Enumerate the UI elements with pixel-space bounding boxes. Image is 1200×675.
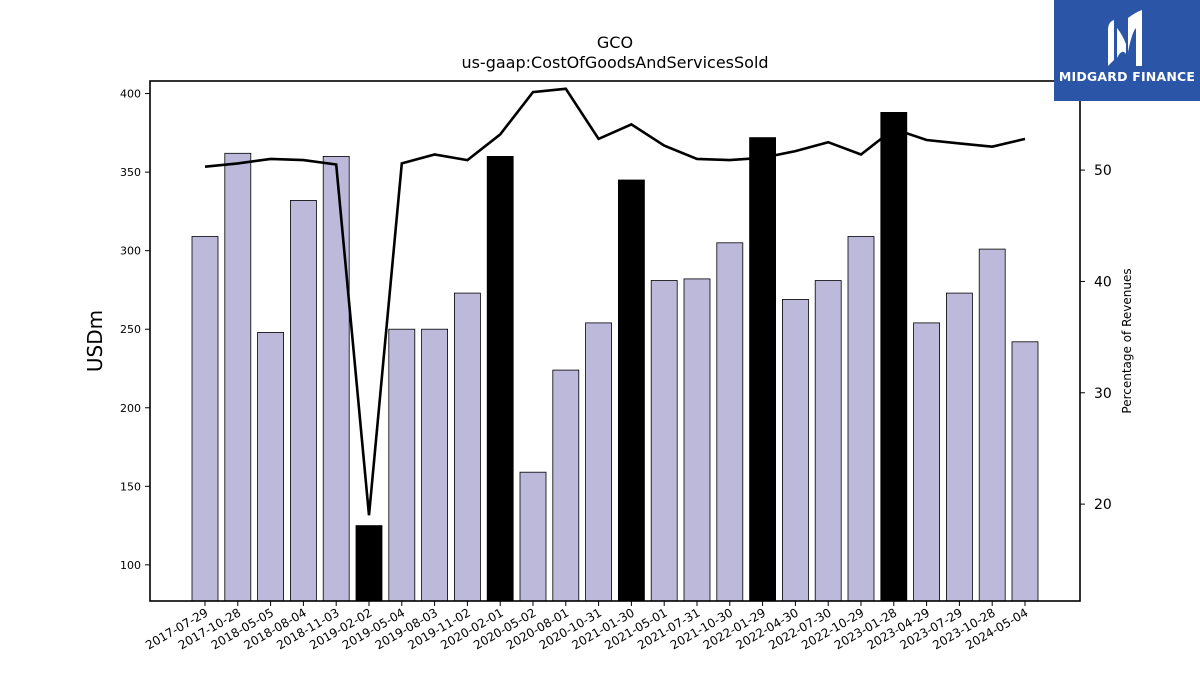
- bar-2024-05-04: [1011, 341, 1039, 602]
- x-axis: 2017-07-292017-10-282018-05-052018-08-04…: [143, 601, 1031, 652]
- bar-2018-11-03: [322, 155, 350, 602]
- y2-axis-label: Percentage of Revenues: [1120, 268, 1134, 413]
- bar-2017-10-28: [224, 152, 252, 602]
- brand-logo: MIDGARD FINANCE: [1054, 0, 1200, 101]
- y-tick-label-200: 200: [120, 402, 141, 415]
- bar-2023-01-28: [880, 112, 908, 602]
- percentage-line: [204, 87, 1026, 516]
- bar-2023-10-28: [978, 248, 1006, 602]
- y2-tick-label-30: 30: [1094, 386, 1112, 402]
- bar-2020-10-31: [585, 322, 612, 602]
- bar-2018-05-05: [257, 331, 285, 602]
- bar-2020-02-01: [486, 155, 514, 602]
- bar-2021-01-30: [618, 179, 645, 602]
- midgard-logo-icon: [1108, 10, 1142, 66]
- bar-2022-01-29: [749, 137, 776, 602]
- chart-title: GCO: [597, 33, 633, 52]
- y-tick-label-100: 100: [120, 559, 141, 572]
- bar-2017-07-29: [191, 236, 219, 602]
- bar-2019-02-02: [355, 525, 383, 602]
- bar-2022-07-30: [814, 280, 842, 602]
- bar-2020-08-01: [552, 369, 580, 602]
- bar-2019-05-04: [388, 328, 416, 602]
- y-axis-right: 20 30 40 50: [1080, 163, 1112, 513]
- y-tick-label-400: 400: [120, 88, 141, 101]
- y2-tick-label-40: 40: [1094, 274, 1112, 290]
- bar-2021-07-31: [683, 278, 711, 602]
- y-axis-label: USDm: [83, 310, 107, 372]
- y-axis-left: 100 150 200 250 300 350 400: [120, 88, 150, 572]
- bar-2023-07-29: [946, 292, 973, 602]
- bar-2021-05-01: [650, 280, 678, 602]
- logo-text: MIDGARD FINANCE: [1058, 69, 1196, 84]
- y2-tick-label-50: 50: [1094, 163, 1112, 179]
- y-tick-label-350: 350: [120, 166, 141, 179]
- bar-2018-08-04: [289, 199, 317, 602]
- bar-2022-10-29: [847, 236, 875, 602]
- bar-2019-08-03: [421, 328, 449, 602]
- y-tick-label-150: 150: [120, 480, 141, 493]
- bar-group: [191, 112, 1039, 602]
- y-tick-label-250: 250: [120, 323, 141, 336]
- y2-tick-label-20: 20: [1094, 497, 1112, 513]
- bar-2020-05-02: [519, 471, 547, 602]
- line-group: [204, 87, 1026, 516]
- bar-2021-10-30: [716, 242, 744, 602]
- bar-2022-04-30: [782, 298, 809, 602]
- chart-subtitle: us-gaap:CostOfGoodsAndServicesSold: [461, 53, 768, 72]
- bar-2019-11-02: [453, 292, 481, 602]
- plot-frame: [149, 80, 1081, 602]
- y-tick-label-300: 300: [120, 245, 141, 258]
- bar-2023-04-29: [913, 322, 940, 602]
